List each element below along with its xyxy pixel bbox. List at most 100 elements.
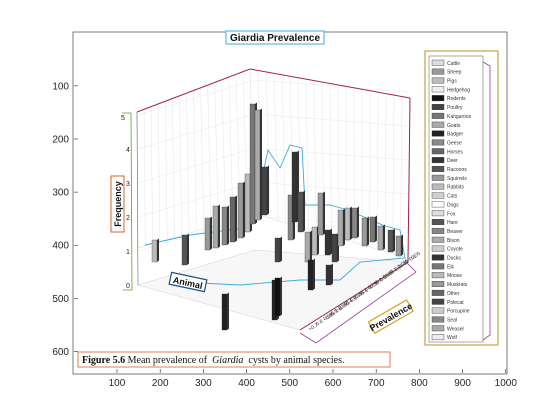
grid-line	[150, 106, 153, 244]
histogram-bar-side	[313, 258, 315, 290]
legend-swatch	[431, 112, 445, 119]
legend-swatch	[431, 165, 445, 172]
grid-line	[214, 82, 219, 225]
legend-swatch	[431, 68, 445, 75]
x-tick-label: 200	[152, 378, 169, 389]
grid-line	[273, 73, 279, 221]
x-tick-label: 700	[368, 378, 385, 389]
grid-line	[221, 79, 226, 223]
legend-label: Poultry	[447, 105, 463, 111]
legend-label: Coyote	[447, 247, 463, 253]
histogram-bar	[317, 192, 324, 236]
histogram-bar-side	[260, 108, 262, 220]
caption-text-1: Mean prevalence of	[128, 355, 210, 366]
y-tick-label: 600	[52, 347, 69, 358]
legend-swatch	[431, 121, 445, 128]
legend-swatch	[431, 298, 445, 305]
chart-title: Giardia Prevalence	[230, 33, 320, 44]
legend-swatch	[431, 86, 445, 93]
legend-label: Fox	[447, 211, 456, 217]
x-tick-label: 900	[454, 378, 471, 389]
embedded-3d-chart: Giardia Prevalence 0 1 2 3 4 5 Frequency…	[110, 30, 499, 346]
grid-line	[329, 83, 332, 237]
histogram-bar	[297, 191, 304, 233]
caption-text-2: cysts by animal species.	[246, 355, 345, 366]
legend-label: Geese	[447, 140, 462, 146]
legend-label: Squirrels	[447, 176, 467, 182]
legend-swatch	[431, 272, 445, 279]
histogram-bar	[291, 151, 298, 223]
legend-label: Moose	[447, 273, 462, 279]
grid-line	[165, 101, 168, 240]
legend-label: Seal	[447, 317, 457, 323]
y-tick-label: 100	[52, 81, 69, 92]
legend-swatch	[431, 281, 445, 287]
frequency-label: Frequency	[113, 181, 123, 227]
histogram-bar	[237, 182, 244, 239]
histogram-bar	[254, 109, 261, 221]
histogram-bar	[369, 216, 376, 243]
box-edge-left	[136, 111, 139, 286]
histogram-bar	[307, 259, 314, 291]
legend-label: Beaver	[447, 229, 463, 235]
caption-italic: Giardia	[212, 355, 243, 366]
legend-label: Kangaroos	[447, 114, 472, 120]
grid-line	[305, 79, 309, 230]
legend-label: Cattle	[447, 61, 460, 67]
histogram-bar	[221, 206, 228, 246]
legend-label: Sheep	[447, 70, 462, 76]
y-tick-label: 200	[52, 134, 69, 145]
grid-line	[157, 103, 161, 242]
histogram-bar-side	[350, 206, 352, 240]
histogram-bar-side	[310, 230, 312, 262]
legend-label: Deer	[447, 158, 458, 164]
histogram-bar-side	[323, 191, 325, 235]
histogram-bar-side	[330, 228, 332, 255]
grid-line	[228, 77, 234, 221]
histogram-bar-side	[235, 195, 237, 242]
freq-tick-0: 0	[126, 283, 130, 290]
grid-line	[200, 87, 205, 229]
legend-label: Racoons	[447, 167, 467, 173]
legend-swatch	[431, 325, 445, 332]
grid-line	[207, 85, 212, 227]
legend: Cattle Sheep Pigs Hedgehog Rodents Poultry Kan…	[424, 50, 499, 346]
legend-swatch	[431, 263, 445, 270]
legend-swatch	[431, 227, 445, 234]
legend-label: Bison	[447, 238, 460, 244]
legend-label: Horses	[447, 149, 463, 155]
legend-label: Dogs	[447, 202, 459, 208]
histogram-bar	[304, 231, 311, 263]
grid-line	[193, 90, 197, 232]
histogram-bar-side	[157, 238, 159, 262]
legend-label: Porcupine	[447, 309, 470, 315]
legend-swatch	[431, 254, 445, 261]
box-edge-bottom	[299, 261, 409, 331]
histogram-bar	[324, 229, 331, 256]
legend-label: Weasel	[447, 326, 464, 332]
histogram-bar-side	[243, 181, 245, 238]
figure-caption: Figure 5.6 Mean prevalence of Giardia cy…	[77, 351, 391, 368]
legend-swatch	[431, 316, 445, 323]
freq-tick-3: 3	[126, 181, 130, 188]
histogram-bar	[344, 207, 351, 241]
legend-label: Polecat	[447, 300, 464, 306]
x-tick-label: 400	[238, 378, 255, 389]
box-edge-right	[407, 97, 411, 263]
grid-line	[384, 93, 387, 252]
histogram-bar-side	[267, 165, 269, 215]
legend-swatch	[431, 139, 445, 146]
chart-title-box: Giardia Prevalence	[225, 30, 325, 45]
grid-line	[179, 95, 183, 236]
grid-line	[392, 95, 395, 254]
legend-swatch	[431, 236, 445, 243]
legend-swatch	[431, 307, 445, 314]
legend-swatch	[431, 210, 445, 217]
histogram-bar	[261, 166, 268, 216]
histogram-bar	[212, 205, 219, 249]
histogram-bar	[325, 264, 332, 286]
frequency-axis: 0 1 2 3 4 5 Frequency	[110, 112, 133, 291]
x-tick-labels: 100 200 300 400 500 600 700 800 900 1000	[109, 369, 517, 389]
legend-swatch	[431, 59, 445, 66]
